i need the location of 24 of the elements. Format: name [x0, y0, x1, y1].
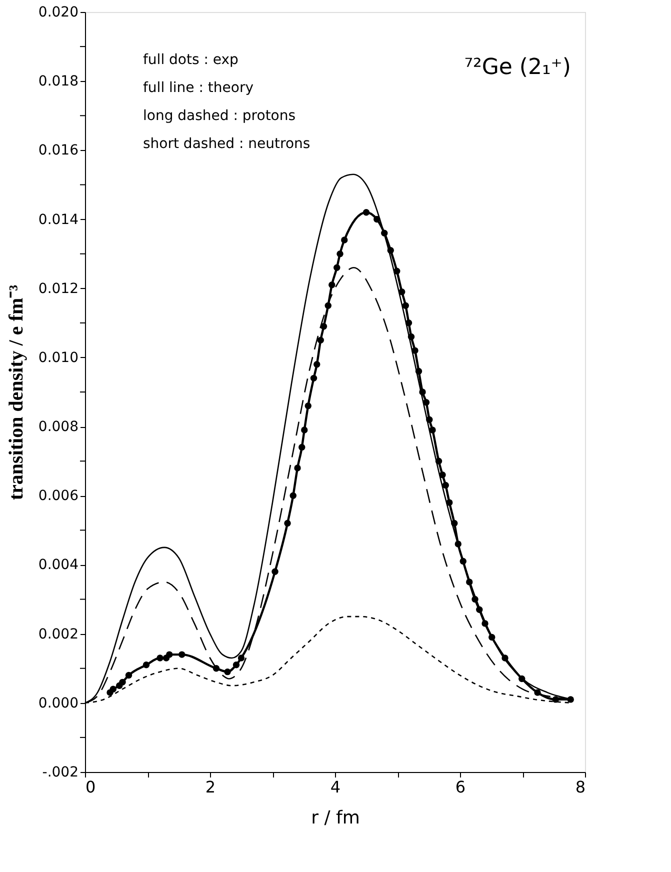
x-tick-label: 4: [330, 778, 341, 796]
y-tick-label: 0.010: [38, 350, 78, 366]
y-tick-label: 0.006: [38, 488, 79, 504]
y-tick-label: 0.002: [38, 626, 78, 642]
text: ⁷²Ge (2₁⁺): [464, 55, 571, 80]
y-tick-label: 0.020: [38, 4, 78, 20]
y-tick-label: 0.012: [38, 280, 78, 297]
annotation: full dots : exp: [143, 52, 239, 68]
y-axis-title: transition density / e fm⁻³: [5, 284, 28, 500]
annotation: short dashed : neutrons: [143, 136, 310, 152]
x-axis-title: r / fm: [311, 808, 360, 828]
x-tick-label: 8: [575, 778, 586, 796]
annotation: long dashed : protons: [143, 108, 296, 124]
y-tick-label: 0.004: [38, 557, 79, 574]
x-tick-label: 0: [86, 778, 96, 796]
x-tick-label: 2: [205, 778, 216, 796]
y-tick-label: 0.016: [38, 142, 79, 159]
y-tick-label: 0.014: [38, 212, 79, 228]
annotation: full line : theory: [143, 80, 254, 96]
y-tick-label: 0.000: [38, 695, 78, 712]
y-tick-label: -.002: [42, 764, 78, 780]
x-tick-label: 6: [455, 778, 466, 796]
y-tick-label: 0.018: [38, 74, 78, 90]
y-tick-label: 0.008: [38, 419, 78, 436]
